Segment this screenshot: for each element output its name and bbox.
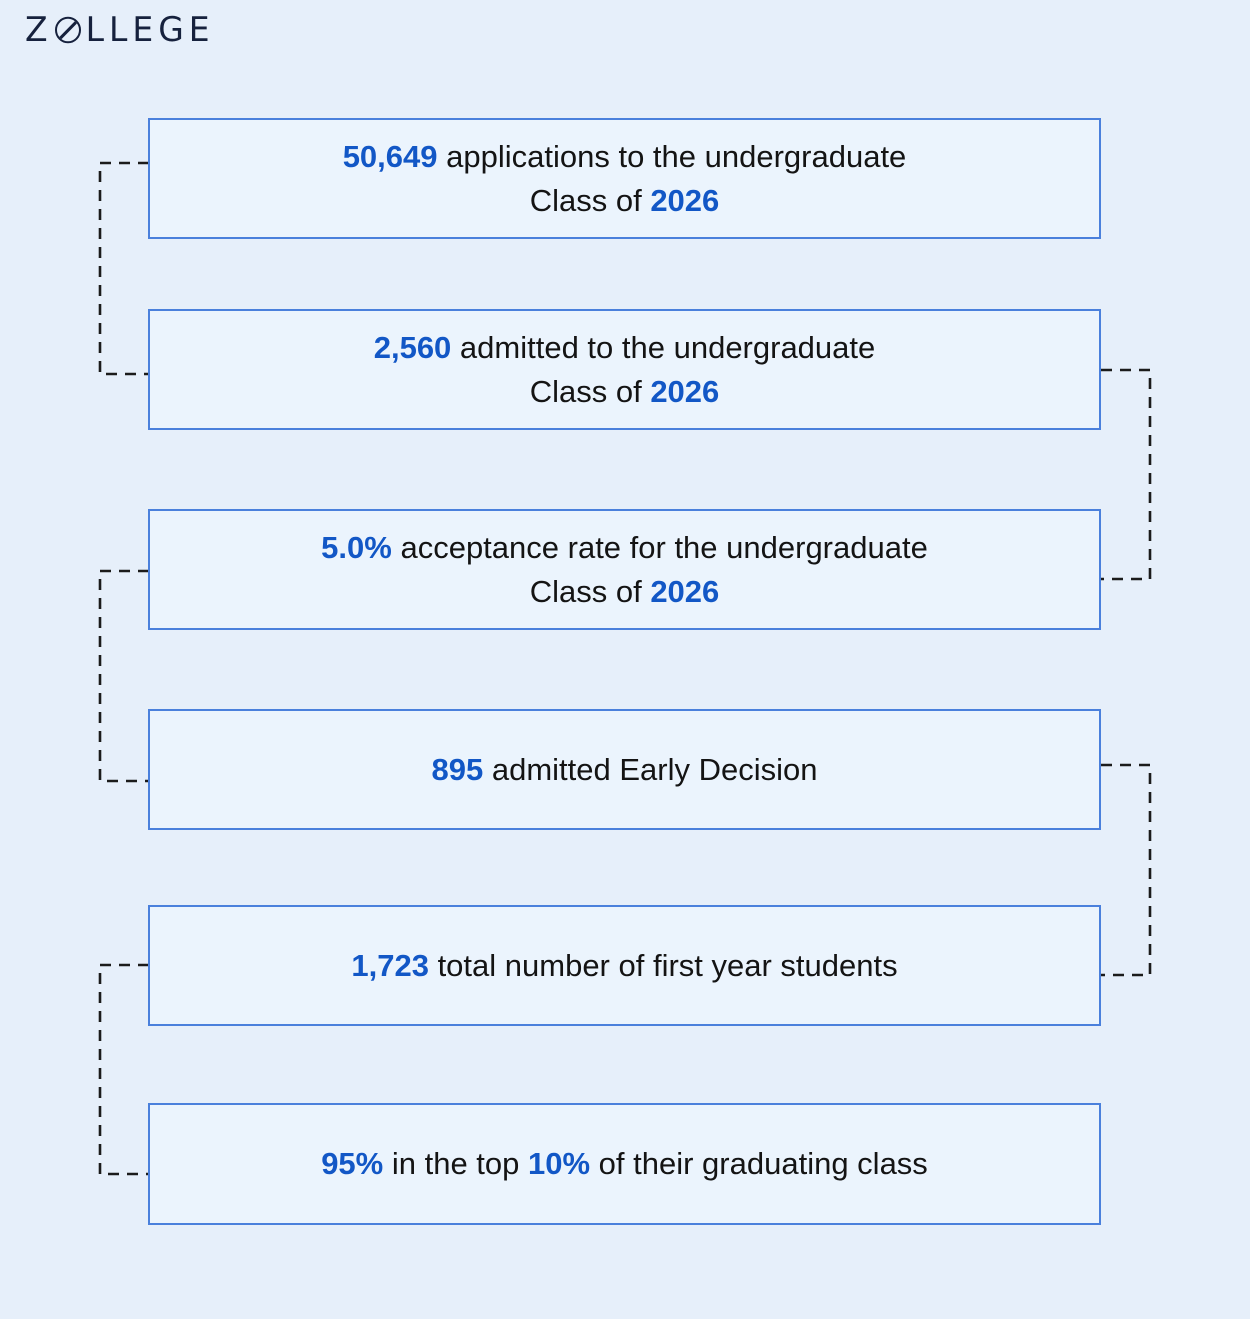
stat-value: 1,723 [351, 947, 429, 983]
stat-text: admitted to the undergraduate [451, 329, 876, 365]
stat-value: 10% [528, 1146, 591, 1181]
stat-line: 95% in the top 10% of their graduating c… [321, 1142, 928, 1186]
dashed-connector-3 [98, 569, 149, 783]
stat-value: 95% [321, 1146, 384, 1181]
stat-box: 95% in the top 10% of their graduating c… [148, 1103, 1101, 1225]
stat-value: 5.0% [321, 529, 392, 565]
stat-text: applications to the undergraduate [437, 138, 907, 174]
stat-value: 2,560 [373, 329, 452, 365]
stat-line: Class of 2026 [530, 370, 720, 414]
stat-line: 50,649 applications to the undergraduate [343, 135, 907, 179]
dashed-connector-4 [1101, 763, 1152, 977]
stat-value: 2026 [650, 573, 720, 609]
stat-line: 895 admitted Early Decision [432, 748, 818, 792]
logo-text-z: Z [25, 9, 53, 50]
stat-text: of their graduating class [590, 1146, 928, 1181]
logo-text-llege: LLEGE [85, 9, 215, 50]
stat-box: 895 admitted Early Decision [148, 709, 1101, 830]
stat-box: 1,723 total number of first year student… [148, 905, 1101, 1026]
dashed-connector-1 [98, 161, 149, 376]
dashed-connector-2 [1101, 368, 1152, 581]
stat-line: Class of 2026 [530, 179, 720, 223]
stat-text: Class of [529, 373, 651, 409]
stat-box: 2,560 admitted to the undergraduate Class… [148, 309, 1101, 430]
stat-text: in the top [383, 1146, 529, 1181]
stat-text: Class of [529, 182, 651, 218]
stat-line: Class of 2026 [530, 570, 720, 614]
stat-text: admitted Early Decision [483, 751, 818, 787]
stat-value: 50,649 [342, 138, 438, 174]
stat-text: total number of first year students [428, 947, 898, 983]
stat-line: 2,560 admitted to the undergraduate [374, 326, 876, 370]
stat-value: 2026 [650, 373, 720, 409]
slashed-o-icon [54, 16, 81, 43]
logo: Z LLEGE [25, 13, 215, 47]
stat-value: 2026 [650, 182, 720, 218]
stat-value: 895 [431, 751, 484, 787]
stat-text: Class of [529, 573, 651, 609]
stat-box: 50,649 applications to the undergraduate… [148, 118, 1101, 239]
stat-line: 1,723 total number of first year student… [351, 944, 897, 988]
stat-text: acceptance rate for the undergraduate [391, 529, 928, 565]
stat-line: 5.0% acceptance rate for the undergradua… [321, 526, 928, 570]
stat-box: 5.0% acceptance rate for the undergradua… [148, 509, 1101, 630]
dashed-connector-5 [98, 963, 149, 1176]
